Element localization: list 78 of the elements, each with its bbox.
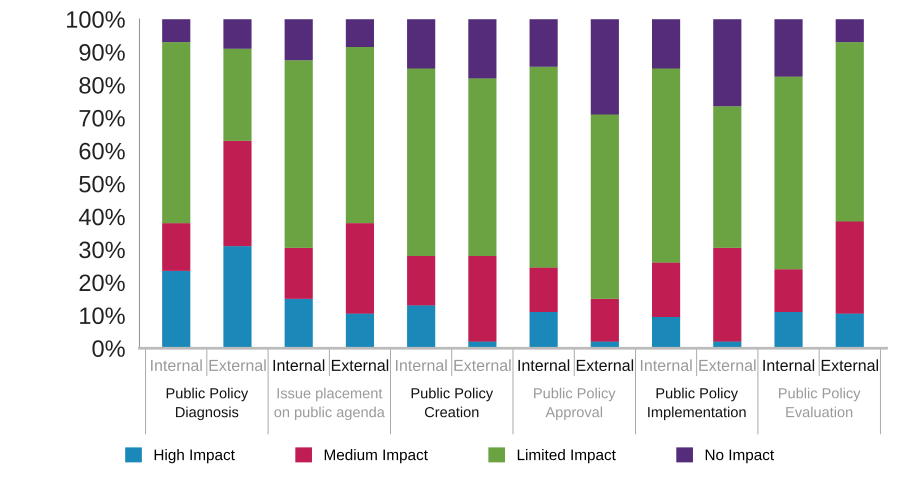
bar	[836, 221, 864, 314]
y-tick-label: 40%	[78, 208, 125, 226]
legend-label: No Impact	[706, 450, 774, 464]
bar	[590, 114, 619, 299]
y-tick-label: 70%	[80, 110, 125, 127]
bar	[223, 246, 252, 348]
bar	[346, 314, 374, 348]
bar	[774, 312, 803, 348]
bar	[162, 19, 190, 42]
bar	[284, 248, 313, 299]
x-tick-label: Internal	[763, 359, 814, 372]
bar	[590, 298, 619, 342]
bar	[530, 66, 558, 268]
legend-label: Medium Impact	[324, 449, 428, 464]
bar	[652, 68, 680, 263]
x-tick-label: Internal	[396, 359, 447, 372]
x-tick-label: External	[699, 359, 756, 372]
bar	[774, 19, 803, 77]
x-tick-label: External	[822, 359, 878, 372]
x-tick-label: Internal	[274, 359, 324, 372]
x-tick-label: Internal	[151, 359, 202, 372]
bar	[468, 78, 496, 256]
text: Public Policy Diagnosis	[166, 388, 248, 420]
text: Public Policy Creation	[412, 388, 494, 418]
y-tick-label: 80%	[79, 76, 125, 94]
bar	[223, 19, 252, 49]
bar	[223, 140, 252, 246]
bar	[346, 19, 374, 48]
y-tick-label: 0%	[92, 340, 125, 357]
bar	[346, 47, 374, 224]
bar	[836, 314, 864, 348]
bar	[713, 106, 742, 248]
bar	[284, 60, 313, 248]
x-tick-label: External	[454, 359, 511, 372]
bar	[468, 256, 496, 342]
bar	[530, 312, 558, 348]
bar	[162, 42, 190, 224]
bar	[530, 268, 558, 312]
x-tick-label: Internal	[518, 359, 570, 372]
bar	[223, 48, 252, 141]
bar	[774, 269, 803, 312]
bar	[162, 223, 190, 271]
y-tick-label: 90%	[79, 44, 125, 61]
bar	[652, 316, 680, 348]
bar	[652, 19, 680, 68]
bar	[407, 256, 436, 306]
bar	[407, 305, 436, 348]
text: Public Policy Evaluation	[779, 388, 860, 418]
bar	[162, 270, 190, 348]
bar	[836, 42, 864, 222]
y-tick-label: 10%	[80, 307, 125, 324]
x-tick-label: Internal	[640, 359, 692, 372]
y-tick-label: 60%	[80, 142, 125, 160]
y-tick-label: 50%	[79, 176, 125, 192]
bar	[346, 223, 374, 314]
bar	[284, 298, 313, 348]
x-tick-label: External	[209, 359, 266, 372]
text: Public Policy Implementation	[648, 388, 746, 420]
text: Issue placement on public agenda	[274, 388, 385, 420]
bar	[836, 19, 864, 42]
bar	[407, 19, 436, 68]
bar	[468, 19, 496, 78]
legend-label: High Impact	[154, 449, 235, 464]
legend-label: Limited Impact	[518, 449, 616, 464]
x-tick-label: External	[576, 359, 634, 372]
y-tick-label: 30%	[79, 242, 125, 258]
bar	[774, 76, 803, 270]
x-tick-label: External	[332, 359, 388, 372]
text: Public Policy Approval	[534, 388, 616, 420]
bar	[713, 19, 742, 106]
bar	[407, 68, 436, 256]
y-tick-label: 100%	[67, 11, 125, 28]
bar	[590, 19, 619, 115]
bar	[713, 248, 742, 342]
y-tick-label: 20%	[80, 274, 125, 292]
bar	[284, 19, 313, 60]
bar	[530, 19, 558, 67]
bar	[652, 262, 680, 317]
